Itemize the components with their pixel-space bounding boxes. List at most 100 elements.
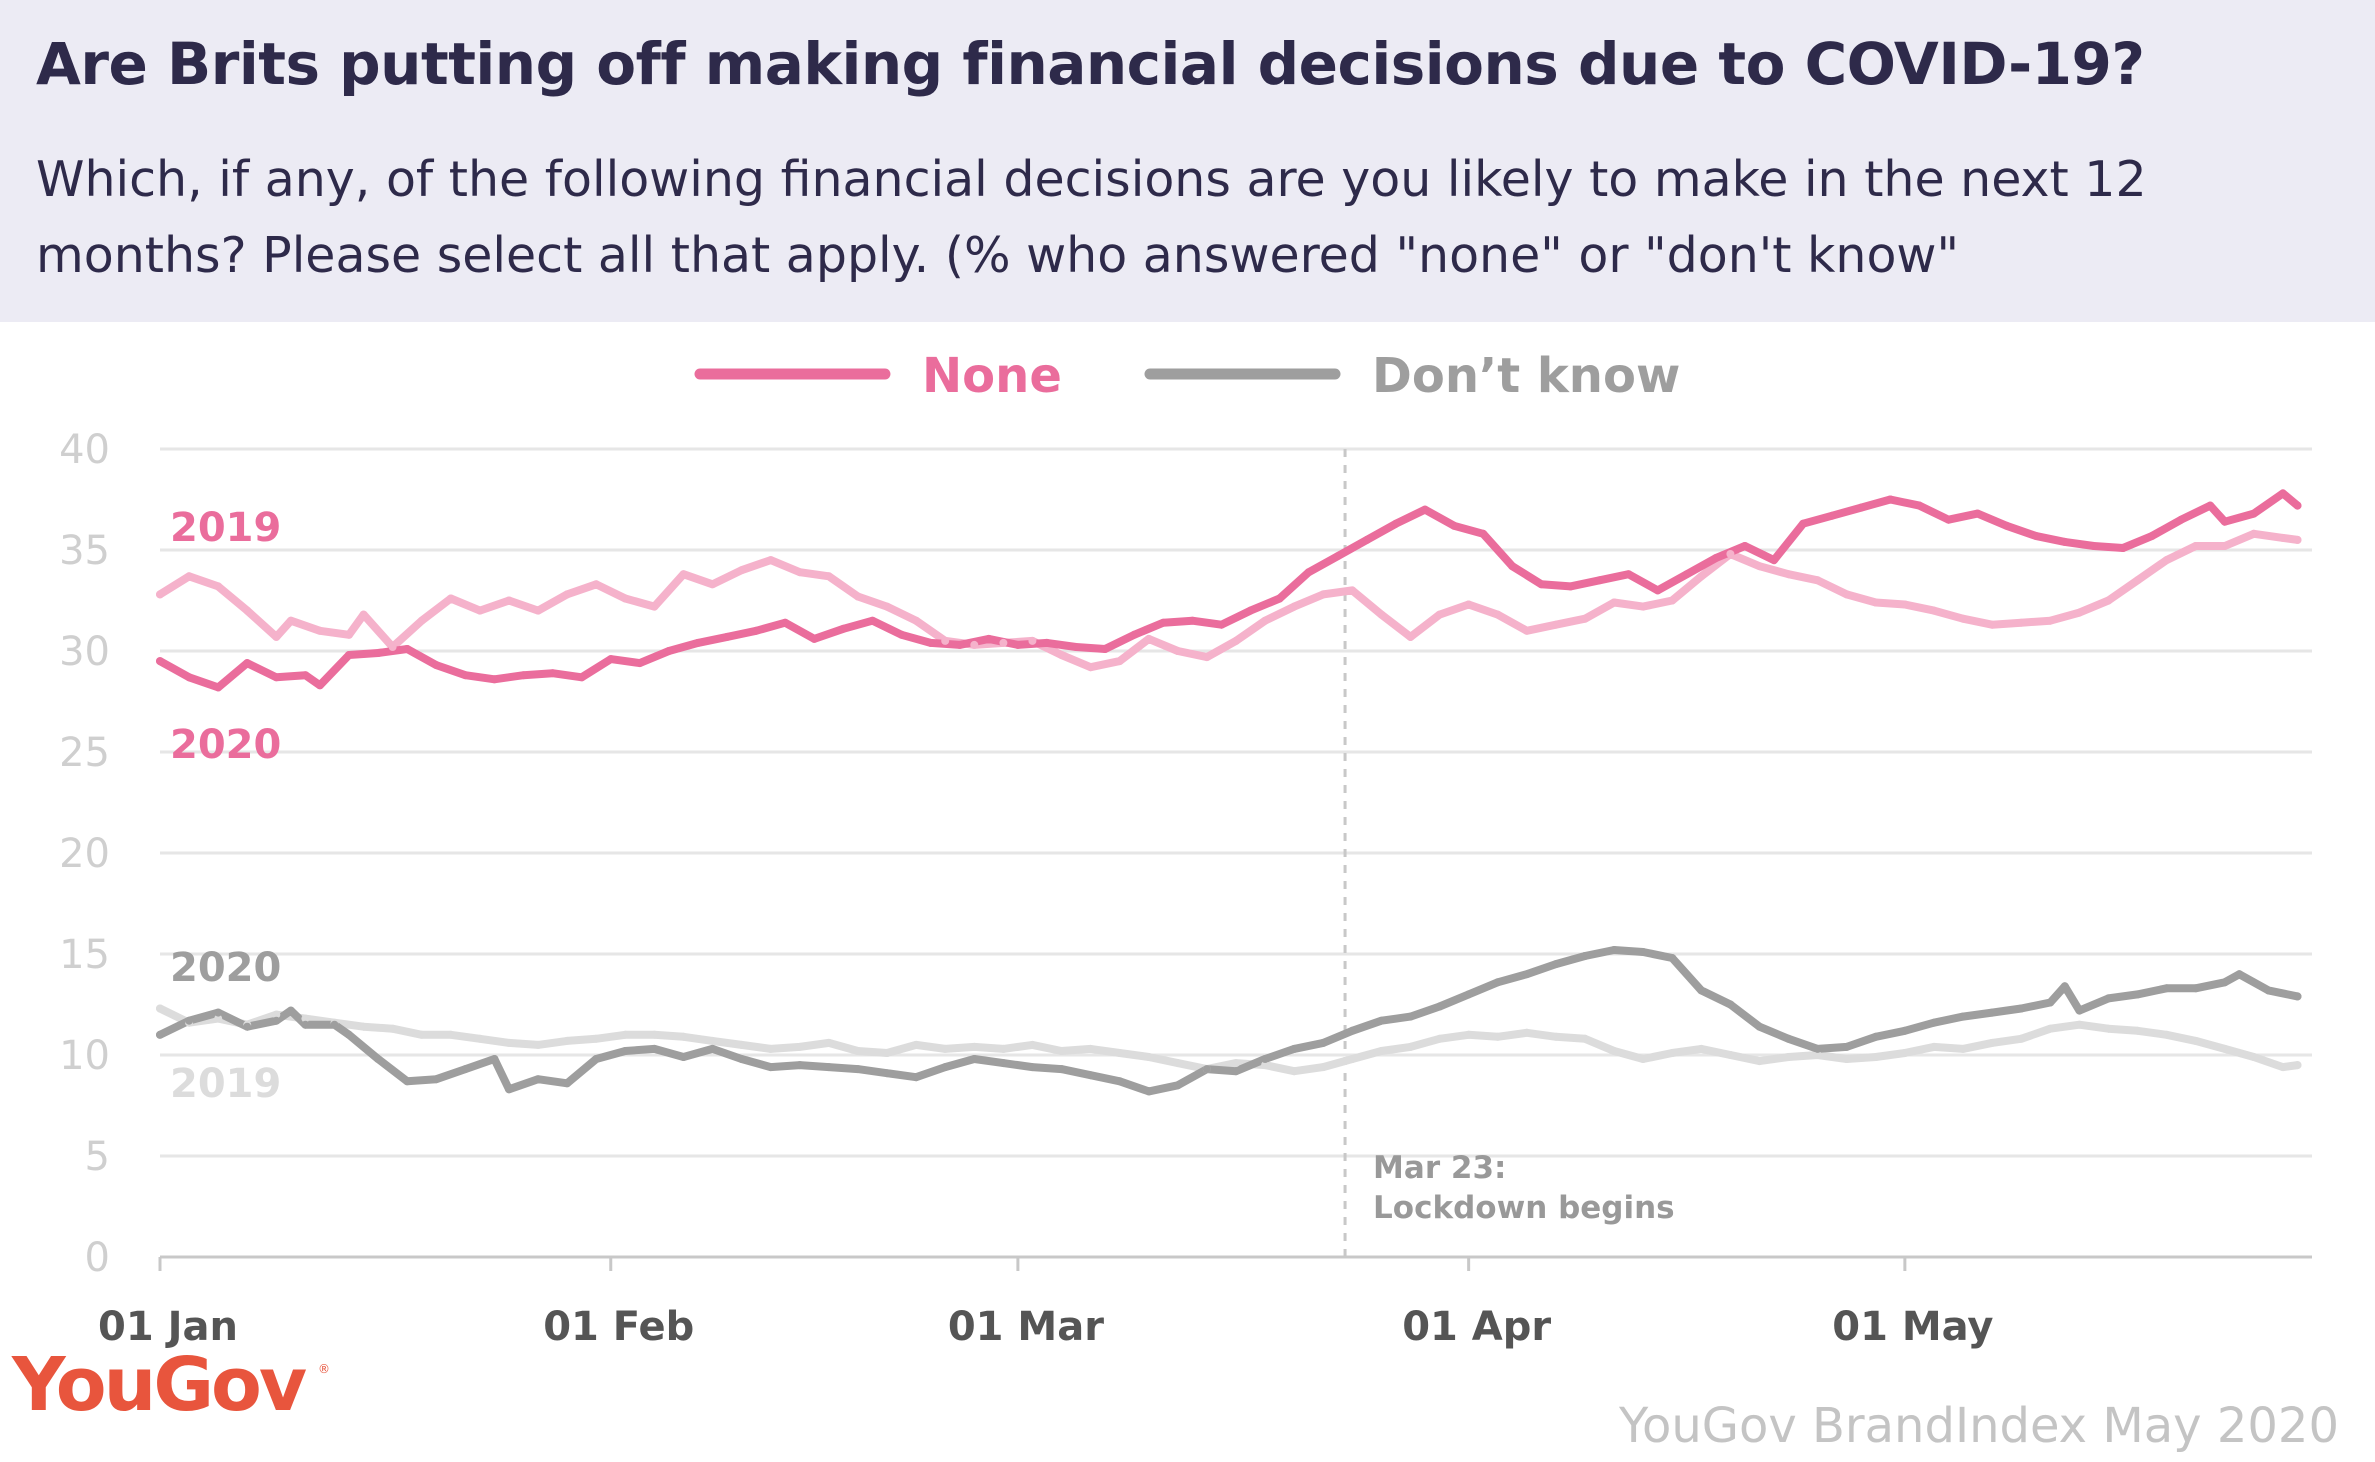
data-point-none_2019 <box>315 626 324 635</box>
data-point-none_2020 <box>1072 643 1081 651</box>
data-point-dk_2019 <box>1697 1044 1706 1053</box>
data-point-dk_2020 <box>1144 1087 1153 1096</box>
data-point-dk_2020 <box>1377 1016 1386 1025</box>
data-point-none_2019 <box>1871 598 1880 607</box>
data-point-none_2019 <box>185 572 194 581</box>
chart-legend: None Don’t know <box>694 348 1680 404</box>
data-point-none_2020 <box>2278 489 2287 498</box>
data-point-dk_2020 <box>1057 1065 1066 1074</box>
data-point-none_2019 <box>2191 542 2200 550</box>
data-point-dk_2020 <box>1086 1071 1095 1080</box>
data-point-dk_2020 <box>1668 954 1677 962</box>
data-point-none_2020 <box>1944 515 1953 524</box>
data-point-dk_2020 <box>1261 1055 1270 1063</box>
series-label-none_2019: 2019 <box>170 505 281 551</box>
data-point-none_2019 <box>388 643 397 651</box>
data-point-none_2019 <box>824 572 833 581</box>
data-point-dk_2019 <box>1581 1034 1589 1043</box>
data-point-dk_2019 <box>708 1036 717 1045</box>
data-point-dk_2020 <box>1115 1077 1124 1086</box>
data-point-dk_2020 <box>1232 1067 1240 1076</box>
data-point-dk_2019 <box>214 1014 223 1023</box>
data-point-dk_2020 <box>345 1030 353 1039</box>
data-point-none_2020 <box>606 655 615 664</box>
data-point-dk_2020 <box>1464 990 1473 999</box>
data-point-dk_2020 <box>1551 960 1560 969</box>
data-point-none_2020 <box>272 673 281 682</box>
data-point-dk_2019 <box>737 1040 746 1049</box>
data-point-dk_2020 <box>403 1077 412 1086</box>
data-point-dk_2019 <box>912 1040 921 1049</box>
data-point-dk_2019 <box>1959 1044 1967 1053</box>
data-point-dk_2019 <box>1900 1049 1909 1057</box>
data-point-none_2019 <box>1959 614 1967 623</box>
series-label-none_2020: 2020 <box>170 722 281 768</box>
data-point-none_2019 <box>417 616 426 625</box>
data-point-dk_2019 <box>1988 1038 1997 1047</box>
data-point-none_2019 <box>1988 620 1997 629</box>
series-points <box>156 489 2302 1096</box>
data-point-none_2019 <box>2133 576 2142 585</box>
data-point-none_2019 <box>1377 610 1386 619</box>
data-point-none_2019 <box>1348 586 1357 595</box>
series-line-none_2019 <box>156 529 2302 672</box>
data-point-dk_2020 <box>737 1055 746 1063</box>
data-point-dk_2020 <box>824 1063 833 1072</box>
data-point-dk_2019 <box>1086 1044 1095 1053</box>
data-point-none_2019 <box>766 556 775 565</box>
data-point-none_2019 <box>1261 616 1270 625</box>
data-point-dk_2020 <box>1988 1008 1997 1017</box>
data-point-dk_2019 <box>2191 1036 2200 1045</box>
data-point-none_2020 <box>2002 521 2011 530</box>
data-point-none_2020 <box>403 645 412 653</box>
data-point-none_2019 <box>853 592 862 601</box>
data-point-none_2020 <box>345 651 353 659</box>
annotation-date: Mar 23: <box>1373 1150 1506 1186</box>
data-point-dk_2019 <box>2104 1024 2113 1033</box>
data-point-none_2020 <box>1275 594 1284 603</box>
series-lines <box>156 489 2302 1096</box>
data-point-none_2020 <box>810 634 819 643</box>
data-point-dk_2019 <box>563 1036 572 1045</box>
data-point-none_2020 <box>1101 645 1110 653</box>
data-point-dk_2020 <box>795 1061 804 1070</box>
data-point-dk_2019 <box>2278 1063 2287 1072</box>
data-point-none_2019 <box>679 570 688 579</box>
data-point-none_2019 <box>1173 647 1182 655</box>
gridlines <box>160 447 2312 1158</box>
data-point-none_2019 <box>1435 610 1444 619</box>
data-point-dk_2019 <box>1028 1040 1037 1049</box>
y-tick-label: 0 <box>85 1235 110 1281</box>
data-point-none_2020 <box>1537 580 1546 589</box>
data-point-none_2019 <box>1755 562 1764 571</box>
data-point-dk_2019 <box>359 1022 368 1031</box>
data-point-none_2019 <box>243 606 252 615</box>
chart-title: Are Brits putting off making financial d… <box>36 30 2145 98</box>
data-point-none_2020 <box>1217 620 1226 629</box>
data-point-dk_2019 <box>1755 1057 1764 1066</box>
data-point-dk_2019 <box>446 1030 455 1039</box>
data-point-none_2020 <box>1857 503 1866 512</box>
data-point-none_2020 <box>185 673 194 682</box>
data-point-none_2019 <box>1319 590 1328 599</box>
data-point-none_2020 <box>984 634 993 643</box>
data-point-dk_2020 <box>2075 1006 2084 1015</box>
data-point-dk_2020 <box>2017 1004 2026 1013</box>
data-point-none_2020 <box>2206 501 2215 510</box>
data-point-none_2019 <box>941 636 950 645</box>
data-point-dk_2020 <box>432 1075 441 1084</box>
data-point-none_2019 <box>1610 598 1619 607</box>
data-point-dk_2019 <box>824 1038 833 1047</box>
data-point-none_2019 <box>1697 572 1706 581</box>
data-point-none_2020 <box>752 626 761 635</box>
data-point-none_2020 <box>694 638 702 647</box>
data-point-dk_2020 <box>1290 1044 1299 1053</box>
data-point-none_2019 <box>1406 632 1415 641</box>
data-point-none_2019 <box>2278 533 2287 542</box>
data-point-dk_2020 <box>1610 946 1619 954</box>
data-point-dk_2020 <box>2060 982 2069 991</box>
data-point-none_2020 <box>1130 630 1139 639</box>
data-point-dk_2020 <box>1929 1018 1938 1027</box>
data-point-dk_2019 <box>1435 1034 1444 1043</box>
data-point-dk_2019 <box>1173 1059 1182 1068</box>
